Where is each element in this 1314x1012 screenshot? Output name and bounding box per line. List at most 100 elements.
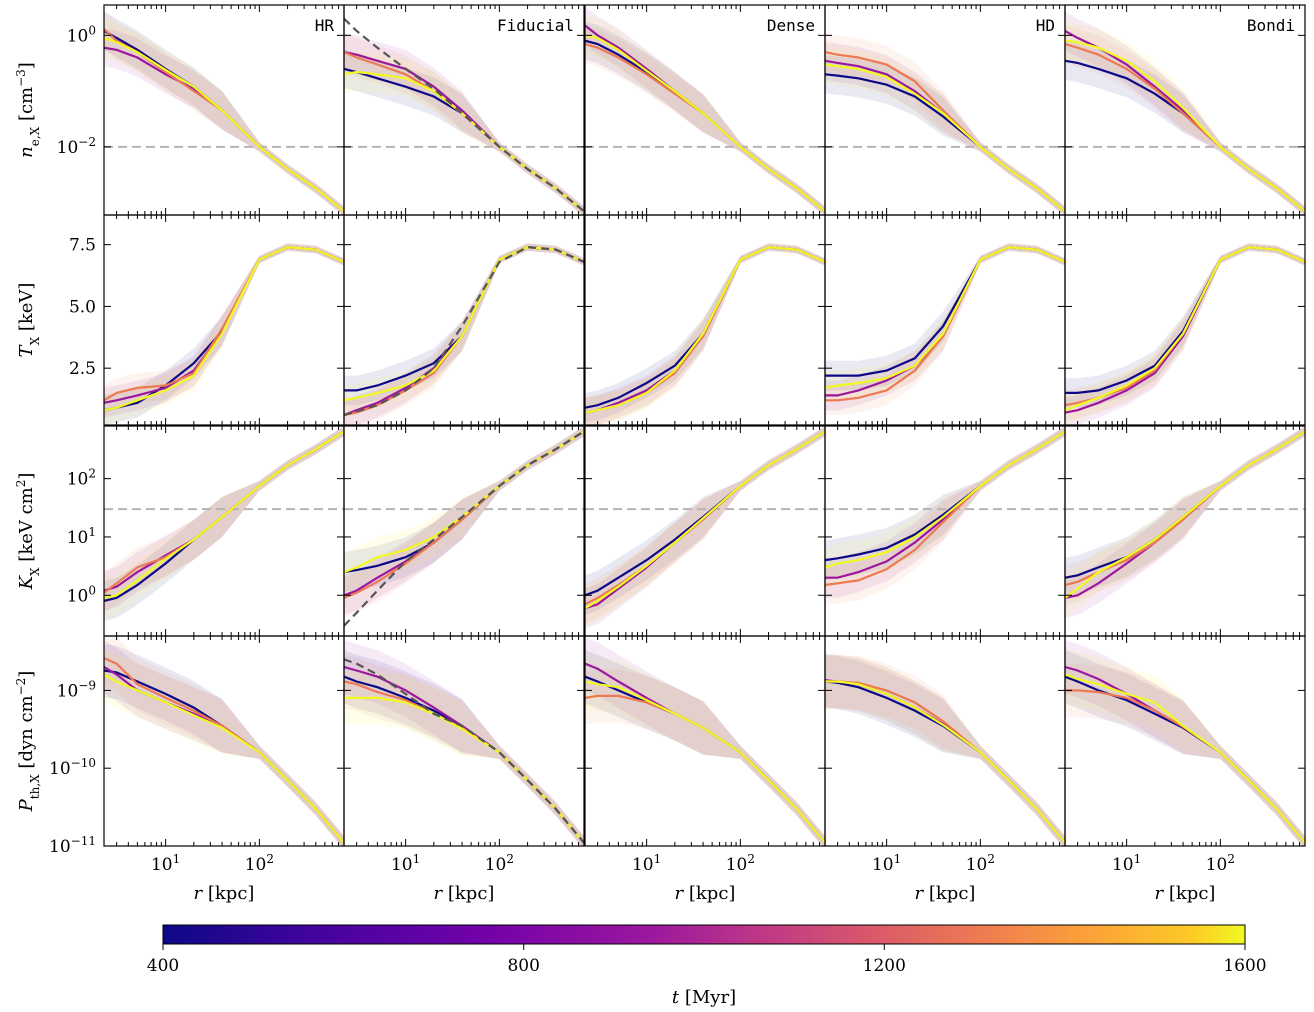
band-t1600 [1065,21,1305,215]
x-axis-label: r [kpc] [915,883,976,904]
band-t1200 [104,636,344,846]
series-line-t1600 [1065,673,1305,844]
series-line-t1600 [1065,39,1305,213]
band-t400 [104,643,344,846]
colorbar: 400 800 1200 1600 t [Myr] [147,924,1267,1008]
panel-hr-T: 7.5 5.0 2.5 [69,214,345,426]
band-t800 [104,28,344,215]
band-t800 [585,637,825,846]
band-t1600 [104,647,344,846]
y-axis-label: ne,X [cm−3] [14,62,42,158]
x-axis-label: r [kpc] [1155,883,1216,904]
panel-frame [343,635,585,847]
series-line-t1600 [104,430,344,599]
band-t1600 [825,426,1065,588]
reference-line [344,17,584,213]
y-tick-label: 100 [67,23,96,46]
panel-dense-K [584,425,826,637]
colorbar-tick-label: 400 [147,956,179,976]
band-t400 [1065,41,1305,215]
y-tick-label: 10−10 [49,756,96,779]
band-t1600 [104,426,344,618]
y-tick-label: 7.5 [69,236,96,256]
x-tick-label: 101 [1112,852,1141,875]
colorbar-tick-label: 800 [507,956,539,976]
panel-frame [1064,214,1306,426]
panel-hd-K [824,425,1066,637]
band-t1200 [585,669,825,846]
y-tick-label: 10−9 [57,678,96,701]
x-axis-label: r [kpc] [194,883,255,904]
band-t400 [344,49,584,215]
reference-line [344,658,584,844]
panel-hd-ne: HD [824,4,1066,216]
series-line-t1600 [585,245,825,414]
panel-title: HR [315,16,335,35]
panel-fiducial-ne: Fiducial [343,4,585,216]
band-t800 [825,243,1065,411]
band-t1600 [344,671,584,846]
plot-grid: HR 100 10−2 Fiducial Dense HD Bondi ne,X [cm−3]… [14,4,1306,904]
series-line-t1600 [825,63,1065,213]
x-axis-label: r [kpc] [675,883,736,904]
band-t400 [825,243,1065,391]
panel-hr-P: 10−9 10−10 10−11 101 102 r [kpc] [49,635,345,904]
x-axis-label: r [kpc] [434,883,495,904]
colorbar-tick-label: 1200 [863,956,906,976]
band-t800 [585,6,825,215]
panel-frame [343,214,585,426]
band-t800 [1065,640,1305,846]
reference-line [344,245,584,417]
panel-hr-K: 102 101 100 [67,425,345,637]
x-tick-label: 102 [245,852,274,875]
y-axis-label: Pth,X [dyn cm−2] [14,671,42,813]
band-t1600 [1065,426,1305,618]
band-t1200 [825,33,1065,215]
x-tick-label: 102 [966,852,995,875]
panel-dense-ne: Dense [584,4,826,216]
band-t800 [344,426,584,616]
series-line-t1600 [825,680,1065,844]
panel-bondi-T [1064,214,1306,426]
panel-frame [1064,635,1306,847]
band-t400 [825,426,1065,581]
panel-hd-P: 101 102 r [kpc] [824,635,1066,904]
panel-title: Fiducial [497,16,574,35]
y-tick-label: 101 [67,525,96,548]
series-line-t1600 [1065,430,1305,599]
band-t400 [104,426,344,621]
colorbar-gradient [162,924,1246,945]
series-line-t1600 [104,245,344,412]
y-tick-label: 100 [67,583,96,606]
band-t1200 [1065,663,1305,846]
panel-bondi-K [1064,425,1306,637]
x-tick-label: 101 [151,852,180,875]
band-t1600 [344,243,584,416]
series-line-t1600 [585,430,825,610]
band-t1200 [344,426,584,618]
y-axis-label: KX [keV cm2] [14,473,42,591]
colorbar-tick-label: 1600 [1223,956,1266,976]
series-line-t1600 [1065,245,1305,412]
series-line-t1600 [825,430,1065,569]
x-tick-label: 101 [391,852,420,875]
panel-dense-P: 101 102 r [kpc] [584,635,826,904]
panel-title: HD [1036,16,1055,35]
colorbar-label: t [Myr] [672,987,736,1008]
x-tick-label: 102 [1206,852,1235,875]
band-t1600 [585,426,825,629]
panel-bondi-P: 101 102 r [kpc] [1064,635,1306,904]
band-t800 [825,653,1065,846]
panel-hr-ne: HR 100 10−2 [57,4,345,216]
panel-title: Dense [767,16,815,35]
panel-dense-T [584,214,826,426]
y-tick-label: 10−2 [57,135,96,158]
x-tick-label: 101 [872,852,901,875]
panel-bondi-ne: Bondi [1064,4,1306,216]
band-t400 [344,243,584,406]
band-t800 [585,426,825,629]
x-tick-label: 102 [726,852,755,875]
band-t1600 [104,18,344,215]
band-t1200 [585,426,825,625]
